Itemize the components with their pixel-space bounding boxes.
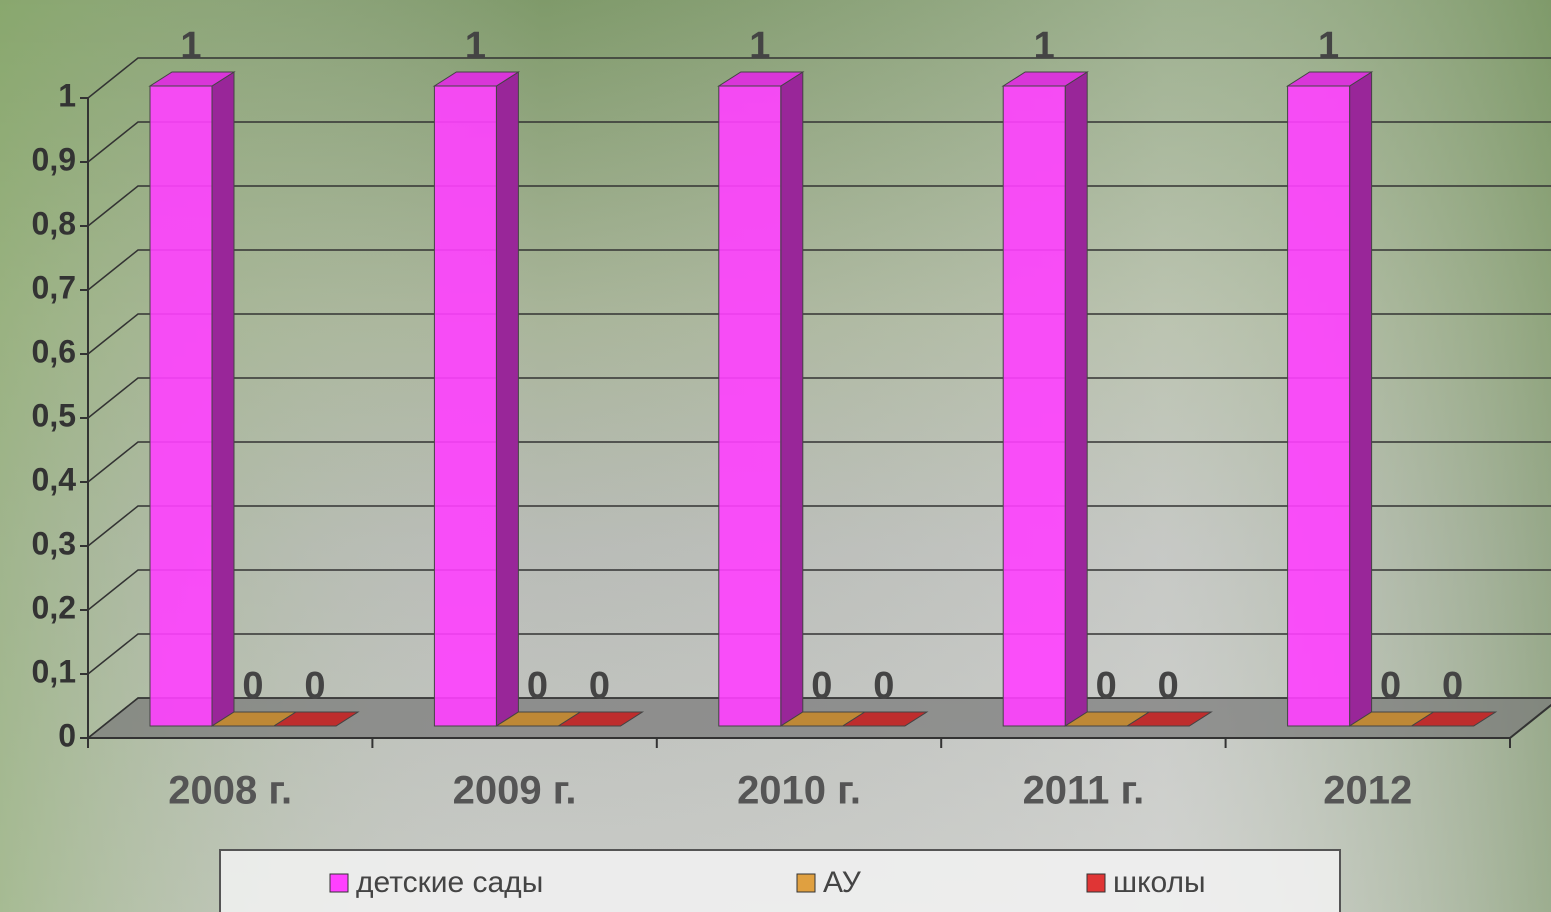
value-label: 1: [465, 25, 486, 67]
y-tick-label: 0,7: [32, 269, 76, 305]
value-label: 0: [873, 665, 894, 707]
legend-label: школы: [1113, 866, 1206, 899]
y-tick-label: 1: [58, 77, 76, 113]
legend-swatch: [1087, 874, 1105, 892]
bar-side: [1065, 72, 1087, 726]
value-label: 0: [304, 665, 325, 707]
bar: [434, 86, 496, 726]
legend-swatch: [330, 874, 348, 892]
y-tick-label: 0,2: [32, 589, 76, 625]
value-label: 1: [1034, 25, 1055, 67]
legend-label: детские сады: [356, 866, 543, 899]
y-tick-label: 0,1: [32, 653, 76, 689]
value-label: 1: [1318, 25, 1339, 67]
chart: 00,10,20,30,40,50,60,70,80,912008 г.1002…: [0, 0, 1551, 912]
value-label: 0: [1442, 665, 1463, 707]
bar-side: [212, 72, 234, 726]
value-label: 0: [811, 665, 832, 707]
y-tick-label: 0,3: [32, 525, 76, 561]
x-tick-label: 2009 г.: [453, 769, 577, 813]
value-label: 0: [1380, 665, 1401, 707]
x-tick-label: 2010 г.: [737, 769, 861, 813]
y-tick-label: 0,8: [32, 205, 76, 241]
bar-side: [781, 72, 803, 726]
y-tick-label: 0,4: [32, 461, 77, 497]
value-label: 1: [180, 25, 201, 67]
bar-side: [1350, 72, 1372, 726]
value-label: 0: [242, 665, 263, 707]
bar: [1288, 86, 1350, 726]
legend-swatch: [797, 874, 815, 892]
x-tick-label: 2012: [1323, 769, 1412, 813]
bar: [719, 86, 781, 726]
value-label: 0: [1096, 665, 1117, 707]
y-tick-label: 0,5: [32, 397, 76, 433]
y-tick-label: 0,6: [32, 333, 76, 369]
value-label: 0: [527, 665, 548, 707]
value-label: 0: [1158, 665, 1179, 707]
x-tick-label: 2011 г.: [1023, 769, 1145, 813]
bar: [1003, 86, 1065, 726]
y-tick-label: 0,9: [32, 141, 76, 177]
value-label: 1: [749, 25, 770, 67]
value-label: 0: [589, 665, 610, 707]
bar-side: [496, 72, 518, 726]
x-tick-label: 2008 г.: [168, 769, 292, 813]
legend-label: АУ: [823, 866, 862, 899]
y-tick-label: 0: [58, 717, 76, 753]
bar: [150, 86, 212, 726]
